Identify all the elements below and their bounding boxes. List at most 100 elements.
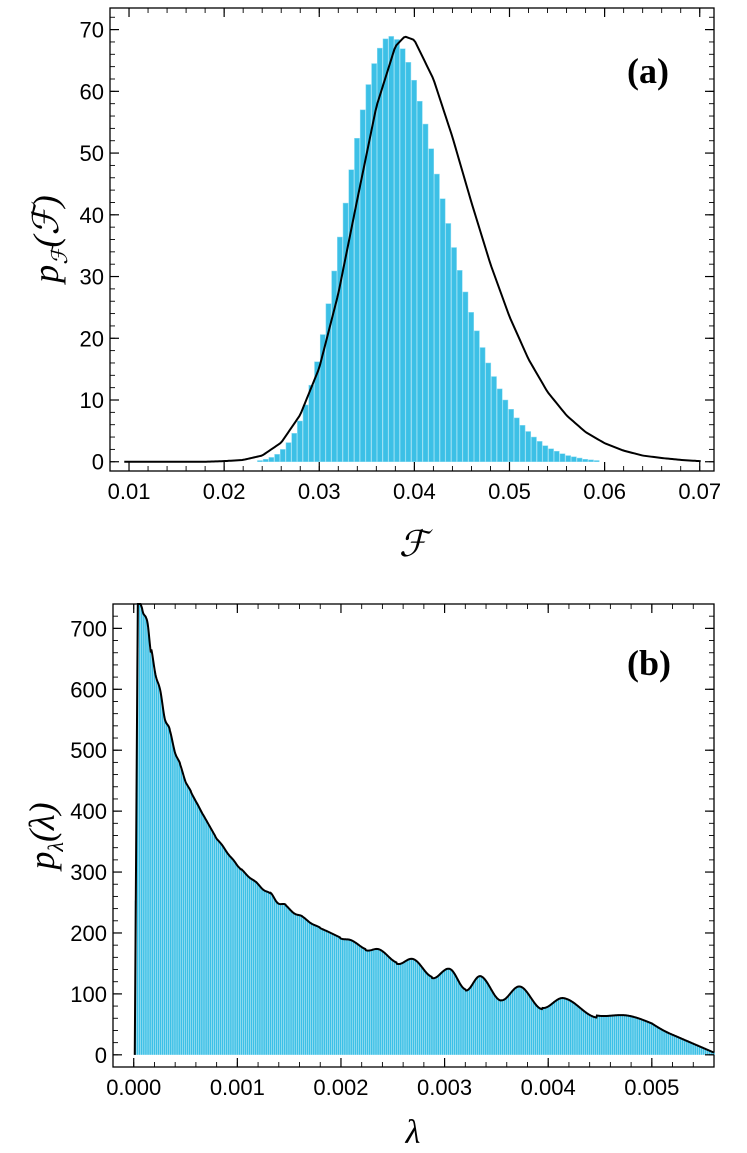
panel-b-histogram-bar — [665, 1031, 667, 1055]
panel-b-histogram-bar — [252, 880, 255, 1055]
panel-b-histogram-bar — [310, 923, 313, 1055]
panel-b-histogram-bar — [155, 678, 158, 1055]
panel-b-histogram-bar — [217, 841, 220, 1055]
panel-b-histogram-bar — [704, 1049, 707, 1055]
panel-b-histogram-bar — [182, 775, 185, 1055]
panel-b-histogram-bar — [698, 1046, 701, 1055]
panel-b-histogram-bar — [223, 849, 226, 1055]
panel-b-histogram-bar — [167, 727, 170, 1055]
panel-b-histogram-bar — [545, 1007, 547, 1055]
panel-b-histogram-bar — [400, 963, 402, 1055]
svg-text:pℱ(ℱ): pℱ(ℱ) — [26, 195, 72, 286]
panel-a-histogram-bar — [274, 454, 280, 462]
panel-b-histogram-bar — [447, 968, 450, 1055]
panel-a-label: (a) — [627, 51, 669, 91]
panel-b-histogram-bar — [700, 1047, 703, 1055]
panel-b-histogram-bar — [315, 925, 317, 1055]
panel-b-histogram-bar — [136, 604, 139, 1055]
panel-b-histogram-bar — [230, 857, 232, 1055]
panel-b-histogram-bar — [321, 929, 323, 1055]
panel-a-histogram-bar — [268, 457, 275, 462]
panel-b-histogram-bar — [443, 970, 446, 1055]
panel-b-histogram-bar — [445, 969, 448, 1055]
panel-b-histogram-bar — [248, 877, 251, 1055]
panel-b-histogram-bar — [623, 1015, 626, 1055]
panel-b-histogram-bar — [381, 951, 384, 1055]
panel-b-histogram-bar — [702, 1048, 705, 1055]
panel-b-histogram-bar — [567, 999, 570, 1055]
panel-b-histogram-bar — [418, 964, 421, 1055]
panel-b-histogram-bar — [180, 768, 183, 1055]
panel-a-histogram-bar — [359, 109, 366, 462]
panel-b-histogram-bar — [627, 1015, 630, 1055]
panel-a-histogram-bar — [485, 362, 492, 462]
panel-b-histogram-bar — [648, 1022, 651, 1055]
panel-b-histogram-bar — [140, 608, 143, 1055]
panel-b-bars — [134, 604, 715, 1055]
panel-b-histogram-bar — [491, 991, 493, 1055]
panel-b-histogram-bar — [327, 931, 330, 1055]
panel-a-histogram-bar — [257, 460, 263, 462]
panel-a-y-axis-label-argument: (ℱ) — [26, 195, 66, 247]
panel-b-histogram-bar — [710, 1051, 713, 1055]
panel-b-histogram-bar — [603, 1016, 605, 1055]
panel-b-histogram-bar — [424, 972, 427, 1055]
panel-b-histogram-bar — [292, 912, 294, 1055]
panel-a-histogram-bar — [291, 433, 298, 462]
panel-b-histogram-bar — [478, 976, 481, 1055]
panel-b-histogram-bar — [538, 1008, 541, 1055]
panel-b-histogram-bar — [422, 969, 425, 1055]
panel-b-histogram-bar — [484, 980, 487, 1055]
panel-b-x-axis-label: λ — [405, 1114, 421, 1151]
panel-b-histogram-bar — [402, 962, 404, 1055]
panel-a-histogram-bar — [588, 459, 594, 462]
panel-b-histogram-bar — [601, 1016, 603, 1055]
panel-b-histogram-bar — [673, 1035, 676, 1055]
panel-b-histogram-bar — [474, 979, 477, 1055]
panel-a-y-tick-label: 30 — [80, 265, 104, 290]
panel-b-histogram-bar — [404, 961, 406, 1055]
panel-b-histogram-bar — [559, 998, 562, 1055]
panel-b-histogram-bar — [410, 958, 413, 1055]
panel-b-histogram-bar — [563, 998, 566, 1055]
panel-b-histogram-bar — [383, 952, 386, 1055]
panel-a-ticks: 0.01 0.02 0.03 0.04 0.05 0.06 0.07 0 10 20 30 40 50 6… — [80, 8, 721, 504]
panel-b-histogram-bar — [625, 1015, 628, 1055]
panel-b-histogram-bar — [186, 785, 189, 1055]
panel-b-histogram-bar — [420, 966, 423, 1055]
panel-b-histogram-bar — [543, 1007, 545, 1055]
panel-b-histogram-bar — [300, 915, 303, 1055]
panel-b-histogram-bar — [161, 706, 164, 1055]
panel-b-histogram-bar — [642, 1020, 645, 1055]
panel-b-histogram-bar — [630, 1016, 632, 1055]
panel-b-histogram-bar — [505, 997, 508, 1055]
panel-b-histogram-bar — [306, 920, 309, 1055]
panel-b-y-axis-label-subscript: λ — [43, 842, 68, 853]
panel-b-histogram-bar — [153, 668, 156, 1055]
panel-b-histogram-bar — [480, 976, 483, 1055]
panel-b-histogram-bar — [283, 904, 286, 1055]
panel-b-histogram-bar — [201, 813, 203, 1055]
panel-b-histogram-bar — [468, 988, 471, 1055]
panel-b-histogram-bar — [617, 1015, 620, 1055]
panel-b-histogram-bar — [145, 618, 147, 1055]
panel-b-histogram-bar — [286, 906, 288, 1055]
panel-a-histogram-bar — [262, 459, 269, 462]
panel-b-histogram-bar — [273, 898, 276, 1055]
panel-b-histogram-bar — [607, 1015, 609, 1055]
panel-b-histogram-bar — [586, 1013, 589, 1055]
panel-b-histogram-bar — [458, 982, 460, 1055]
panel-b-histogram-bar — [319, 928, 321, 1055]
panel-b-x-tick-label: 0.001 — [210, 1075, 265, 1100]
panel-b-histogram-bar — [476, 977, 479, 1055]
panel-b-histogram-bar — [196, 805, 199, 1055]
panel-b-histogram-bar — [350, 940, 352, 1055]
panel-b-ticks: 0.000 0.001 0.002 0.003 0.004 0.005 0 100 200 300… — [70, 603, 715, 1100]
panel-a-histogram-bar — [474, 330, 480, 462]
panel-b-histogram-bar — [528, 995, 531, 1055]
panel-a-x-tick-label: 0.01 — [108, 479, 151, 504]
panel-b-histogram-bar — [661, 1029, 663, 1055]
panel-b-histogram-bar — [207, 823, 209, 1055]
panel-b-histogram-bar — [712, 1052, 715, 1055]
panel-b-histogram-bar — [254, 881, 257, 1055]
